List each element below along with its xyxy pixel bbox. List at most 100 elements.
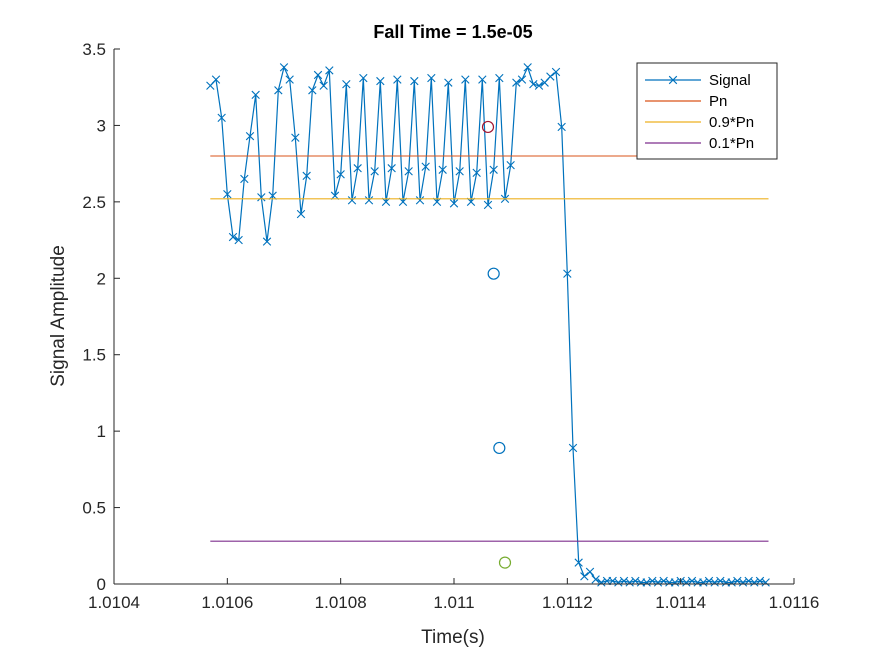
- signal-point: [687, 576, 697, 586]
- signal-point: [359, 73, 368, 83]
- signal-point: [619, 576, 629, 586]
- signal-point: [274, 86, 283, 95]
- signal-point: [444, 78, 453, 87]
- signal-point: [296, 209, 306, 219]
- signal-point: [217, 113, 226, 122]
- y-tick-label: 3: [97, 116, 106, 135]
- signal-point: [551, 67, 561, 77]
- signal-point: [404, 167, 413, 176]
- signal-point: [336, 170, 345, 179]
- signal-point: [410, 76, 419, 86]
- signal-point: [421, 162, 430, 171]
- signal-point: [279, 63, 289, 72]
- x-tick-label: 1.0114: [655, 593, 706, 612]
- signal-point: [251, 90, 260, 100]
- signal-point: [744, 576, 753, 586]
- signal-point: [653, 578, 663, 587]
- signal-point: [557, 122, 566, 132]
- y-tick-label: 1: [97, 422, 106, 441]
- y-tick-label: 2.5: [82, 193, 106, 212]
- signal-point: [710, 578, 719, 587]
- signal-point: [342, 79, 351, 89]
- x-tick-label: 1.0116: [769, 593, 820, 612]
- signal-point: [631, 576, 640, 586]
- signal-point: [245, 131, 255, 141]
- signal-point: [495, 73, 504, 83]
- x-tick-label: 1.011: [433, 593, 474, 612]
- legend-label-3: 0.1*Pn: [709, 135, 754, 152]
- signal-point: [370, 167, 379, 176]
- signal-point: [574, 558, 583, 567]
- signal-point: [483, 200, 493, 210]
- highlight-marker: [498, 556, 512, 569]
- signal-point: [313, 70, 323, 80]
- signal-point: [234, 235, 243, 245]
- signal-point: [223, 190, 232, 199]
- legend-label-1: Pn: [709, 93, 727, 110]
- signal-point: [449, 199, 459, 208]
- signal-point: [308, 86, 317, 95]
- signal-point: [228, 232, 238, 242]
- signal-point: [597, 578, 606, 587]
- signal-point: [761, 578, 770, 587]
- signal-point: [302, 171, 311, 181]
- ticks-layer: 1.0104 1.0106 1.0108 1.011 1.0112 1.0114 1.011…: [82, 40, 819, 612]
- signal-point: [512, 78, 521, 87]
- signal-point: [415, 196, 425, 205]
- legend-marker: [668, 75, 678, 85]
- signal-point: [534, 81, 544, 90]
- signal-point: [393, 75, 402, 84]
- y-tick-label: 0: [97, 575, 106, 594]
- signal-point: [625, 578, 634, 587]
- signal-point: [211, 75, 221, 84]
- signal-point: [506, 160, 515, 170]
- signal-point: [591, 575, 600, 584]
- signal-point: [659, 576, 668, 586]
- y-tick-label: 1.5: [82, 346, 106, 365]
- signal-point: [461, 75, 470, 84]
- x-tick-label: 1.0106: [201, 593, 253, 612]
- signal-point: [642, 578, 651, 587]
- signal-point: [529, 79, 538, 89]
- signal-point: [738, 578, 748, 587]
- signal-point: [727, 578, 736, 587]
- series-layer: [206, 63, 770, 587]
- signal-point: [563, 269, 572, 278]
- signal-point: [427, 73, 436, 83]
- signal-point: [478, 75, 487, 84]
- x-tick-label: 1.0108: [315, 593, 367, 612]
- highlight-marker: [487, 267, 500, 280]
- signal-point: [364, 196, 374, 205]
- signal-point: [325, 66, 334, 75]
- x-tick-label: 1.0104: [88, 593, 140, 612]
- signal-point: [704, 576, 714, 586]
- y-tick-label: 0.5: [82, 499, 106, 518]
- signal-point: [353, 164, 362, 173]
- signal-point: [387, 164, 396, 173]
- signal-point: [608, 576, 617, 586]
- signal-point: [262, 237, 272, 246]
- signal-point: [670, 578, 680, 587]
- signal-point: [682, 578, 691, 587]
- signal-point: [523, 63, 532, 72]
- highlight-marker: [481, 120, 495, 134]
- signal-point: [455, 167, 464, 176]
- signal-point: [585, 567, 595, 576]
- signal-point: [291, 133, 300, 142]
- signal-point: [750, 578, 759, 587]
- signal-point: [614, 578, 623, 587]
- legend-box: [636, 62, 778, 160]
- signal-point: [580, 572, 589, 581]
- legend-label-0: Signal: [709, 72, 751, 89]
- signal-point: [285, 75, 294, 84]
- highlight-layer: [481, 120, 512, 569]
- legend: Signal Pn 0.9*Pn 0.1*Pn: [636, 62, 778, 160]
- signal-point: [240, 174, 249, 184]
- signal-point: [733, 576, 742, 586]
- x-axis-title: Time(s): [421, 627, 485, 648]
- signal-point: [517, 75, 527, 84]
- chart-title: Fall Time = 1.5e-05: [373, 22, 532, 42]
- signal-point: [699, 578, 708, 587]
